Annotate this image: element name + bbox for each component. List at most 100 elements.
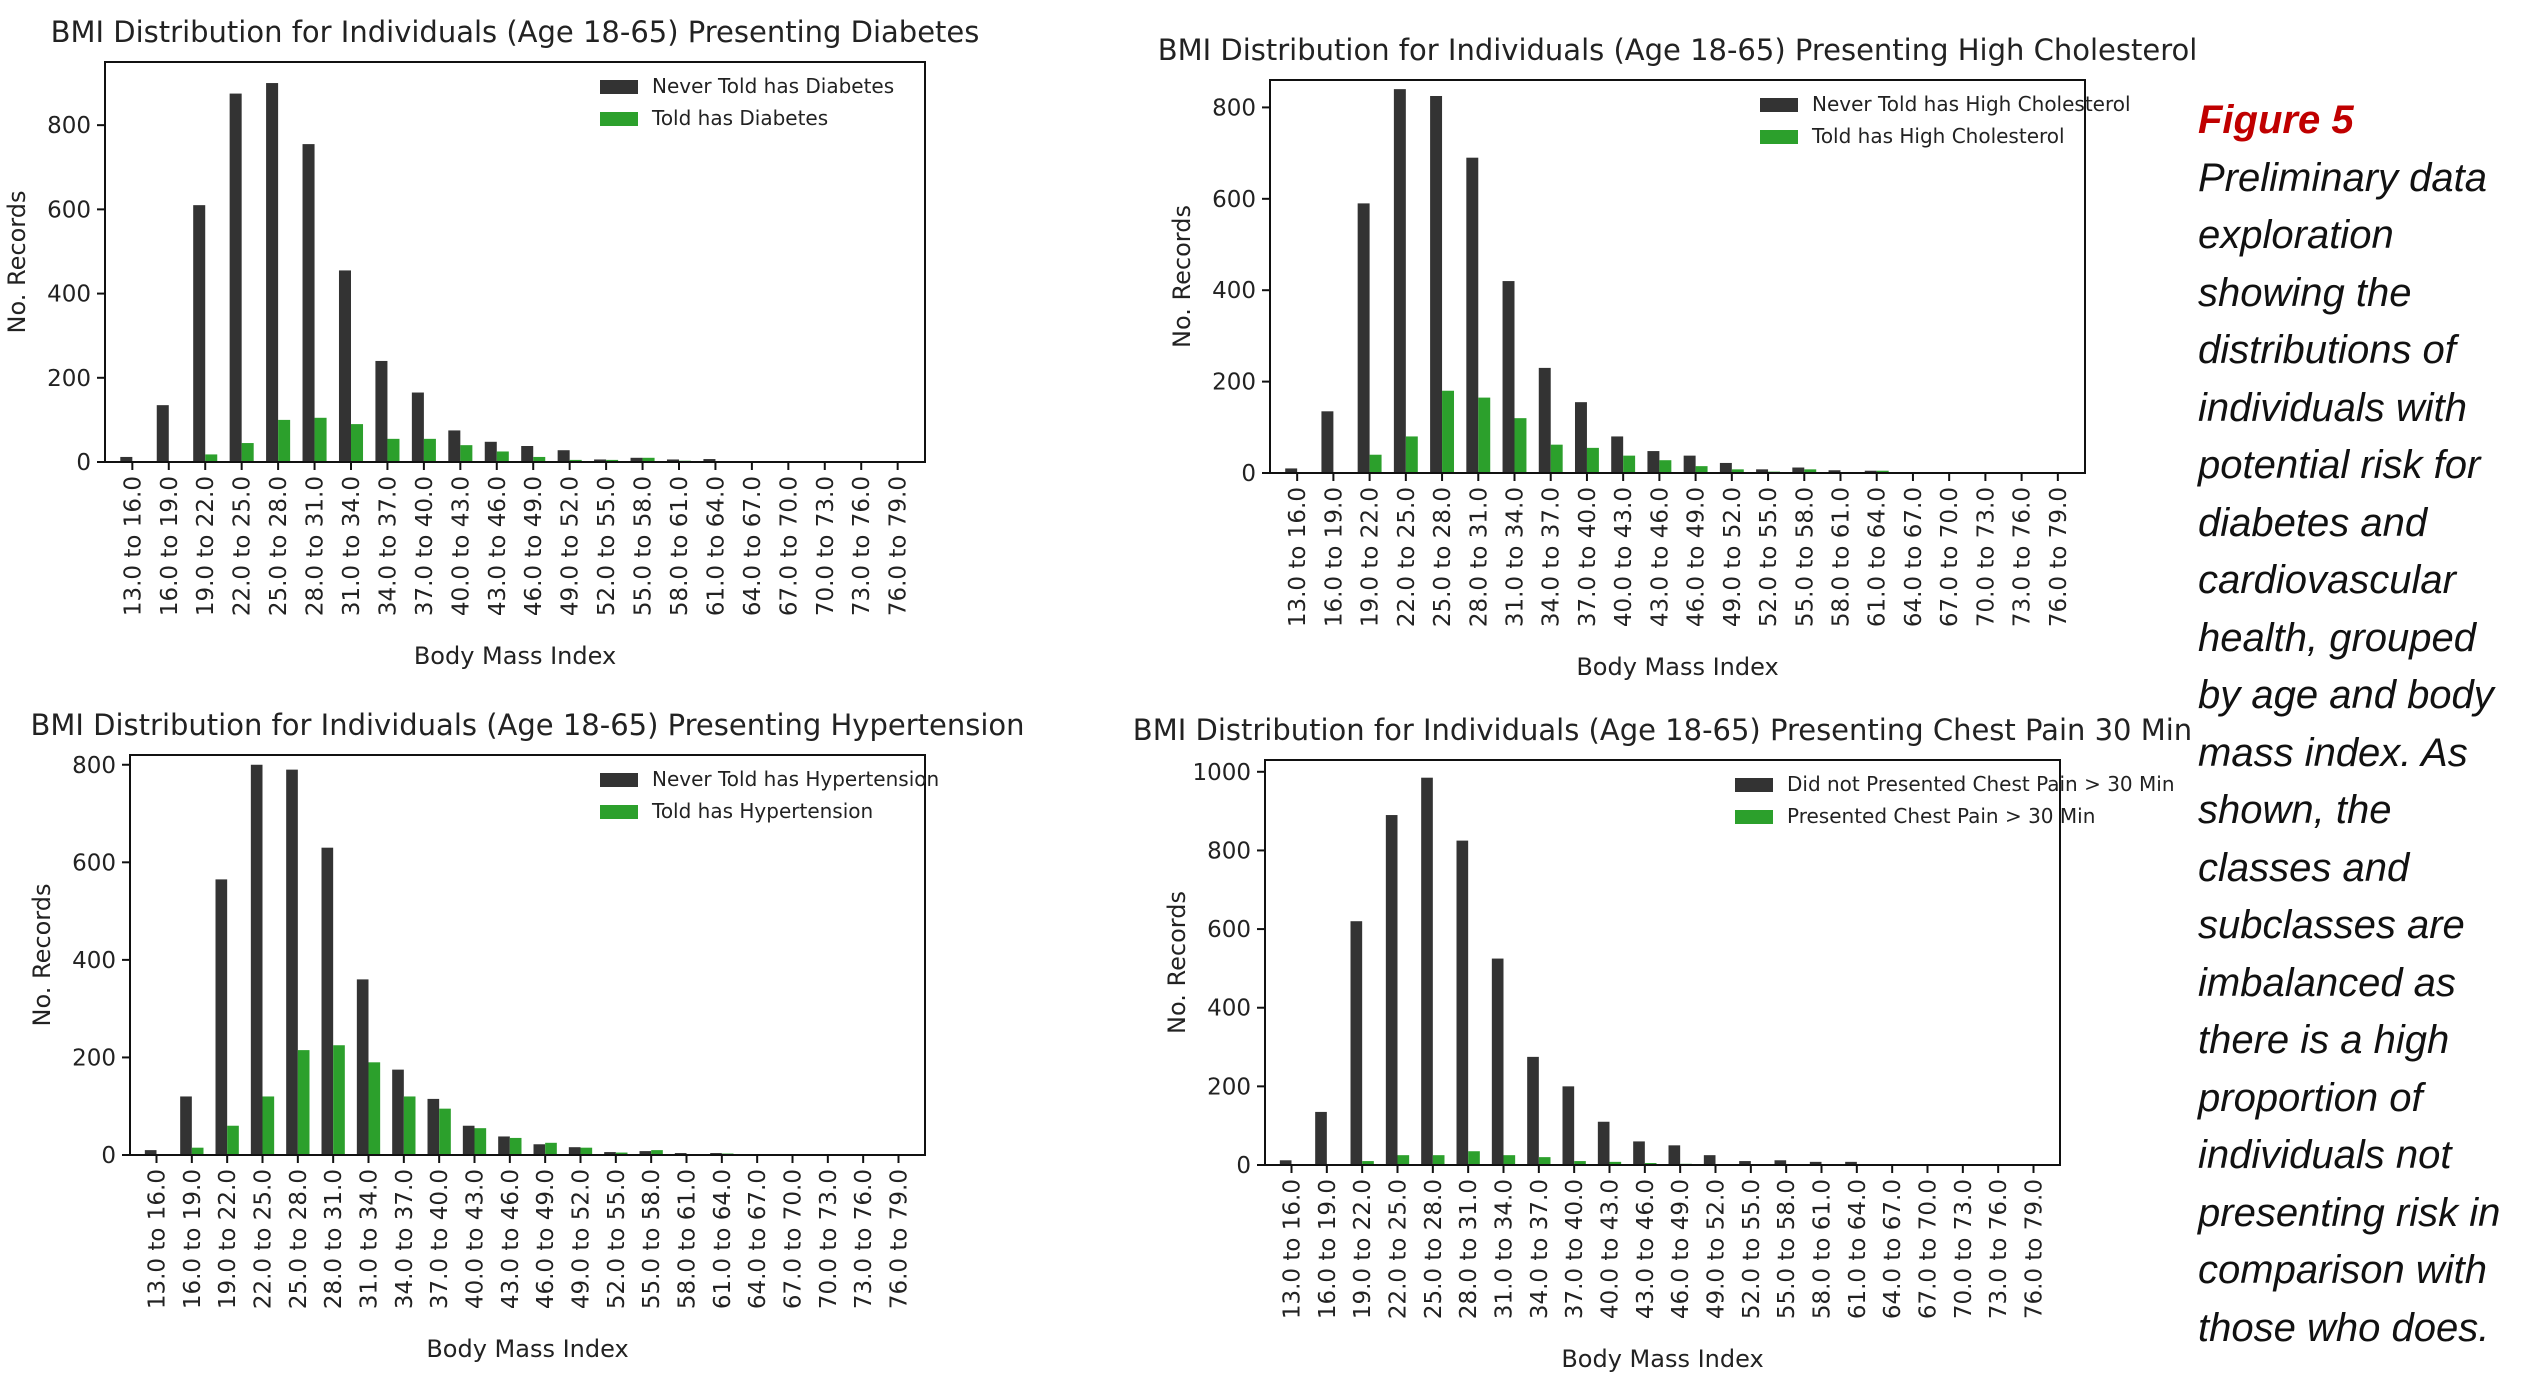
x-tick-label: 22.0 to 25.0 [1386, 1179, 1412, 1319]
x-tick-label: 16.0 to 19.0 [1315, 1179, 1341, 1319]
x-tick-label: 37.0 to 40.0 [412, 476, 438, 616]
x-tick-label: 25.0 to 28.0 [1421, 1179, 1447, 1319]
x-tick-label: 70.0 to 73.0 [1973, 487, 1999, 627]
x-tick-label: 37.0 to 40.0 [427, 1169, 453, 1309]
bar-series-b [368, 1062, 381, 1155]
x-tick-label: 31.0 to 34.0 [1503, 487, 1529, 627]
x-tick-label: 37.0 to 40.0 [1562, 1179, 1588, 1319]
chart-chest-pain: BMI Distribution for Individuals (Age 18… [1080, 695, 2192, 1385]
x-tick-label: 73.0 to 76.0 [849, 476, 875, 616]
legend-label: Never Told has Diabetes [652, 74, 894, 98]
y-axis-label: No. Records [1163, 891, 1191, 1034]
bar-series-a [1430, 95, 1443, 473]
x-tick-label: 34.0 to 37.0 [1527, 1179, 1553, 1319]
bar-series-b [1731, 469, 1744, 473]
bar-series-a [1792, 467, 1805, 473]
figure-caption-text: Preliminary data exploration showing the… [2198, 155, 2501, 1350]
legend-swatch [600, 80, 638, 94]
y-tick-label: 600 [72, 850, 116, 876]
y-tick-label: 200 [72, 1045, 116, 1071]
bar-series-a [1456, 840, 1469, 1165]
legend-label: Told has High Cholesterol [1811, 124, 2065, 148]
y-tick-label: 400 [1207, 996, 1251, 1022]
bar-series-b [460, 445, 473, 462]
bar-series-a [498, 1136, 510, 1155]
bar-series-b [1362, 1161, 1374, 1165]
x-tick-label: 52.0 to 55.0 [1756, 487, 1782, 627]
legend-swatch [1760, 98, 1798, 112]
bar-series-a [266, 83, 279, 462]
x-tick-label: 67.0 to 70.0 [776, 476, 802, 616]
chart-high-cholesterol: BMI Distribution for Individuals (Age 18… [1100, 20, 2198, 681]
x-tick-label: 49.0 to 52.0 [569, 1169, 595, 1309]
x-tick-label: 46.0 to 49.0 [1668, 1179, 1694, 1319]
x-tick-label: 61.0 to 64.0 [710, 1169, 736, 1309]
x-tick-label: 52.0 to 55.0 [604, 1169, 630, 1309]
legend-label: Told has Hypertension [651, 799, 873, 823]
x-tick-label: 76.0 to 79.0 [886, 476, 912, 616]
bar-series-a [1421, 777, 1433, 1165]
x-tick-label: 34.0 to 37.0 [1539, 487, 1565, 627]
x-tick-label: 28.0 to 31.0 [321, 1169, 347, 1309]
y-axis-label: No. Records [28, 884, 56, 1027]
bar-series-a [1279, 1160, 1292, 1165]
bar-series-b [1574, 1161, 1586, 1165]
x-tick-label: 22.0 to 25.0 [1394, 487, 1420, 627]
x-tick-label: 76.0 to 79.0 [887, 1169, 913, 1309]
x-axis-label: Body Mass Index [1561, 1345, 1763, 1373]
bar-series-a [1466, 157, 1479, 474]
x-tick-label: 52.0 to 55.0 [1739, 1179, 1765, 1319]
bar-series-b [1405, 436, 1418, 473]
bar-series-b [1538, 1157, 1551, 1165]
bar-series-a [1315, 1111, 1327, 1165]
y-tick-label: 0 [1241, 461, 1256, 487]
x-axis-label: Body Mass Index [414, 642, 616, 670]
x-tick-label: 22.0 to 25.0 [230, 476, 256, 616]
legend-label: Told has Diabetes [651, 106, 828, 130]
bar-series-b [1623, 455, 1636, 473]
bar-series-a [1611, 436, 1624, 473]
legend-label: Presented Chest Pain > 30 Min [1787, 804, 2095, 828]
y-tick-label: 200 [47, 366, 91, 392]
plot-frame [1264, 759, 2061, 1166]
bar-series-b [387, 438, 400, 462]
x-tick-label: 55.0 to 58.0 [1792, 487, 1818, 627]
x-tick-label: 13.0 to 16.0 [120, 476, 146, 616]
x-tick-label: 43.0 to 46.0 [485, 476, 511, 616]
x-tick-label: 49.0 to 52.0 [1720, 487, 1746, 627]
bar-series-a [1527, 1056, 1539, 1165]
x-tick-label: 25.0 to 28.0 [1430, 487, 1456, 627]
bar-series-a [1739, 1161, 1751, 1165]
legend-swatch [600, 773, 638, 787]
y-tick-label: 400 [72, 948, 116, 974]
x-tick-label: 55.0 to 58.0 [639, 1169, 665, 1309]
x-tick-label: 34.0 to 37.0 [392, 1169, 418, 1309]
bar-series-b [1659, 460, 1672, 473]
x-tick-label: 16.0 to 19.0 [180, 1169, 206, 1309]
plot-frame [129, 754, 926, 1156]
y-tick-label: 400 [47, 282, 91, 308]
y-tick-label: 800 [1212, 95, 1256, 121]
y-tick-label: 400 [1212, 278, 1256, 304]
x-tick-label: 43.0 to 46.0 [1647, 487, 1673, 627]
bar-series-b [333, 1045, 345, 1155]
bar-series-a [666, 459, 679, 462]
x-tick-label: 70.0 to 73.0 [816, 1169, 842, 1309]
bar-series-a [1633, 1141, 1645, 1165]
figure-caption: Figure 5 Preliminary data exploration sh… [2198, 92, 2528, 1357]
bar-series-b [1695, 466, 1708, 473]
x-tick-label: 61.0 to 64.0 [1845, 1179, 1871, 1319]
chart-hypertension: BMI Distribution for Individuals (Age 18… [0, 690, 1030, 1380]
x-tick-label: 31.0 to 34.0 [1492, 1179, 1518, 1319]
bar-series-b [569, 459, 582, 462]
bar-series-a [1285, 468, 1298, 473]
x-tick-label: 49.0 to 52.0 [558, 476, 584, 616]
bar-series-b [1503, 1155, 1516, 1165]
bar-series-b [474, 1128, 487, 1155]
x-axis-label: Body Mass Index [1576, 653, 1778, 681]
x-tick-label: 19.0 to 22.0 [1350, 1179, 1376, 1319]
bar-series-b [651, 1150, 663, 1155]
legend-label: Never Told has High Cholesterol [1812, 92, 2131, 116]
x-tick-label: 64.0 to 67.0 [1901, 487, 1927, 627]
y-tick-label: 0 [101, 1143, 116, 1169]
